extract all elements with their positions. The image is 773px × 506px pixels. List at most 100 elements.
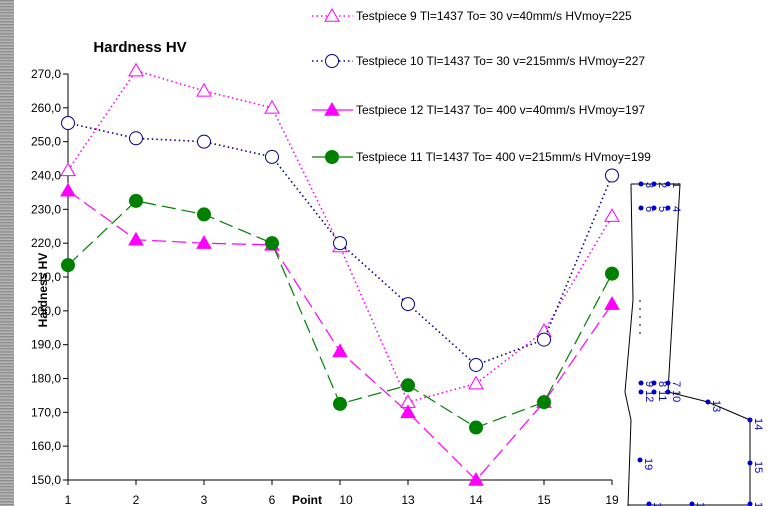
series-layer [60,62,620,486]
specimen-point-label: 7 [670,381,682,387]
specimen-point-label: 17 [694,502,706,506]
specimen-point [665,181,671,187]
specimen-point-label: 19 [642,458,654,470]
specimen-point-label: 14 [752,418,764,430]
data-point [400,404,416,419]
specimen-point [747,460,753,466]
y-ticks: 150,0 160,0 170,0 180,0 190,0 200,0 210,0 220,0… [31,67,68,487]
data-point [468,471,484,486]
data-point [197,134,211,149]
x-tick-label: 14 [469,493,483,506]
specimen-point [638,181,644,187]
specimen-point-label: 15 [752,461,764,473]
series-3 [60,182,620,486]
data-point [332,343,348,358]
data-point [265,236,279,251]
y-tick-label: 200,0 [31,304,61,318]
series-2 [61,116,619,372]
x-axis-label: Point [292,493,322,506]
legend-label: Testpiece 12 Tl=1437 To= 400 v=40mm/s HV… [356,103,645,117]
specimen-point-label: 18 [651,502,663,506]
y-tick-label: 170,0 [31,405,61,419]
data-point [401,297,415,312]
specimen-points: 12345678910111213141516171819 [637,181,764,506]
series-line [67,190,613,481]
specimen-point [638,389,644,395]
data-point [604,296,620,310]
data-point [61,258,75,273]
specimen-point-label: 6 [643,206,655,212]
data-point [196,235,212,249]
specimen-point-label: 3 [643,182,655,188]
y-axis-label: Hardness HV [36,253,50,328]
x-tick-label: 15 [537,493,551,506]
legend-label: Testpiece 9 Tl=1437 To= 30 v=40mm/s HVmo… [356,9,632,23]
y-tick-label: 190,0 [31,338,61,352]
specimen-point-label: 12 [643,390,655,402]
data-point [537,395,551,410]
data-point [60,182,76,197]
specimen-point [747,501,753,506]
specimen-point [705,399,711,405]
specimen-point-label: 16 [752,502,764,506]
chart-title: Hardness HV [93,39,186,56]
legend-label: Testpiece 10 Tl=1437 To= 30 v=215mm/s HV… [356,54,645,68]
series-4 [61,193,619,435]
specimen-point-label: 11 [656,390,668,401]
specimen-point-label: 4 [670,206,682,212]
specimen-point-label: 5 [656,206,668,212]
data-point [469,357,483,372]
legend: Testpiece 9 Tl=1437 To= 30 v=40mm/s HVmo… [312,7,651,164]
data-point [333,396,347,411]
specimen-sketch: 12345678910111213141516171819 [624,181,764,506]
specimen-point [638,205,644,211]
data-point [61,116,75,131]
x-tick-label: 1 [65,493,72,506]
specimen-point [651,389,657,395]
data-point [333,236,347,251]
y-tick-label: 250,0 [31,135,61,149]
x-ticks: 1 2 3 6 10 13 14 15 19 [65,480,619,506]
specimen-point-label: 1 [670,182,682,188]
specimen-point-label: 10 [670,390,682,402]
x-tick-label: 2 [133,493,140,506]
data-point [128,231,144,246]
y-tick-label: 260,0 [31,101,61,115]
legend-marker [324,7,340,22]
legend-marker [325,54,339,68]
y-tick-label: 210,0 [31,270,61,284]
x-tick-label: 19 [605,493,619,506]
specimen-point [646,501,652,506]
specimen-point-label: 9 [643,381,655,387]
specimen-point [665,389,671,395]
data-point [605,168,619,183]
data-point [129,193,143,208]
y-tick-label: 230,0 [31,202,61,216]
specimen-point [665,380,671,386]
legend-item: Testpiece 9 Tl=1437 To= 30 v=40mm/s HVmo… [312,7,632,23]
legend-marker [324,101,340,116]
data-point [129,131,143,146]
data-point [604,208,620,222]
left-edge-strip [0,0,14,506]
specimen-point-label: 2 [656,182,668,188]
y-tick-label: 150,0 [31,473,61,487]
specimen-point [638,380,644,386]
series-line [67,200,613,429]
y-tick-label: 240,0 [31,169,61,183]
x-tick-label: 10 [339,493,353,506]
legend-item: Testpiece 11 Tl=1437 To= 400 v=215mm/s H… [312,150,651,164]
specimen-point [689,501,695,506]
data-point [128,62,144,77]
data-point [537,332,551,347]
data-point [60,162,76,177]
y-tick-label: 160,0 [31,439,61,453]
data-point [265,149,279,164]
legend-item: Testpiece 12 Tl=1437 To= 400 v=40mm/s HV… [312,101,645,117]
y-tick-label: 270,0 [31,67,61,81]
specimen-point [651,380,657,386]
series-line [67,69,613,404]
specimen-outline [624,183,751,506]
data-point [401,378,415,393]
legend-item: Testpiece 10 Tl=1437 To= 30 v=215mm/s HV… [312,54,645,68]
